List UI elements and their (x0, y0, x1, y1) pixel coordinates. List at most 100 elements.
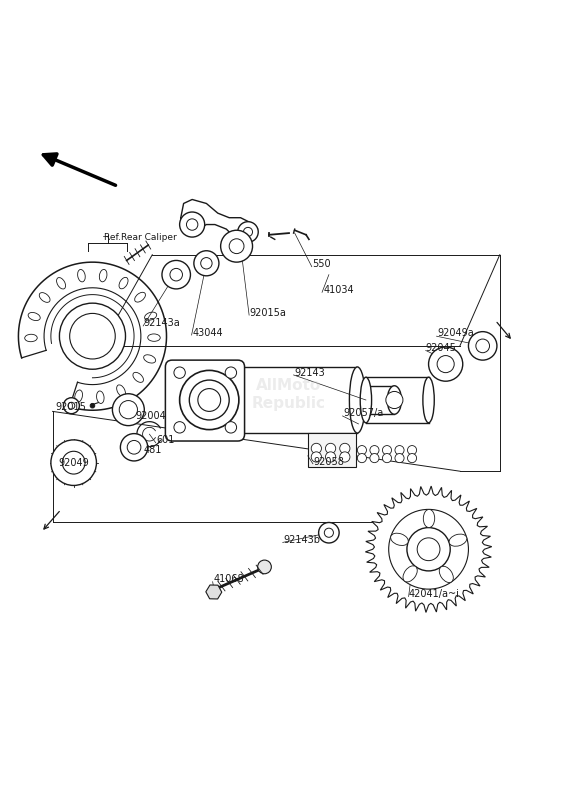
Circle shape (60, 303, 125, 370)
Circle shape (340, 452, 350, 462)
Text: 92015: 92015 (55, 402, 86, 413)
Ellipse shape (77, 270, 85, 282)
Circle shape (119, 401, 138, 418)
Ellipse shape (144, 354, 155, 363)
Circle shape (437, 355, 454, 373)
Circle shape (180, 212, 205, 237)
Ellipse shape (439, 566, 453, 582)
Ellipse shape (25, 334, 37, 342)
Text: 43044: 43044 (192, 328, 223, 338)
Circle shape (468, 332, 497, 360)
Text: 92004: 92004 (135, 411, 166, 421)
Bar (308, 433, 356, 467)
Circle shape (370, 454, 379, 462)
Text: 550: 550 (312, 259, 331, 270)
Circle shape (90, 403, 95, 408)
Circle shape (174, 367, 186, 378)
Circle shape (476, 339, 490, 353)
Ellipse shape (148, 334, 160, 342)
Ellipse shape (449, 534, 467, 546)
Circle shape (388, 510, 468, 589)
Text: 481: 481 (144, 445, 162, 454)
Text: 92057/a: 92057/a (343, 408, 383, 418)
Ellipse shape (39, 293, 50, 302)
Circle shape (395, 454, 404, 462)
Circle shape (340, 443, 350, 454)
Text: 92045: 92045 (426, 342, 457, 353)
Circle shape (194, 250, 219, 276)
Circle shape (225, 422, 236, 433)
Circle shape (70, 314, 115, 359)
Circle shape (311, 452, 321, 462)
Circle shape (51, 440, 97, 486)
Ellipse shape (28, 313, 40, 321)
Ellipse shape (391, 533, 408, 546)
Ellipse shape (97, 391, 104, 403)
Circle shape (258, 560, 271, 574)
Text: AllMoto
Republic: AllMoto Republic (252, 378, 326, 410)
Circle shape (325, 452, 336, 462)
Circle shape (311, 443, 321, 454)
Circle shape (383, 454, 391, 462)
Circle shape (190, 380, 229, 420)
Ellipse shape (403, 566, 417, 582)
Circle shape (318, 522, 339, 543)
Circle shape (395, 446, 404, 454)
Text: 92049: 92049 (58, 458, 89, 468)
Circle shape (325, 443, 336, 454)
Ellipse shape (133, 372, 143, 382)
Circle shape (357, 454, 366, 462)
Circle shape (221, 230, 253, 262)
Circle shape (180, 370, 239, 430)
Circle shape (417, 538, 440, 561)
Text: 92049a: 92049a (437, 328, 474, 338)
Ellipse shape (57, 278, 65, 289)
Circle shape (112, 394, 144, 426)
Ellipse shape (387, 386, 402, 414)
Text: 92143a: 92143a (144, 318, 180, 328)
Circle shape (229, 238, 244, 254)
Circle shape (383, 446, 391, 454)
Circle shape (324, 528, 334, 538)
Text: 42041/a~i: 42041/a~i (409, 589, 460, 598)
Circle shape (386, 391, 403, 409)
Circle shape (201, 258, 212, 269)
Circle shape (68, 402, 75, 409)
Ellipse shape (135, 292, 146, 302)
Ellipse shape (423, 510, 435, 528)
Circle shape (407, 446, 417, 454)
Circle shape (162, 261, 190, 289)
Ellipse shape (423, 378, 434, 422)
Circle shape (127, 441, 141, 454)
Circle shape (187, 219, 198, 230)
Circle shape (174, 422, 186, 433)
Circle shape (357, 446, 366, 454)
Ellipse shape (119, 278, 128, 289)
Text: 92143b: 92143b (283, 534, 320, 545)
Polygon shape (365, 486, 492, 613)
Circle shape (428, 347, 463, 382)
Circle shape (62, 451, 85, 474)
Circle shape (407, 528, 450, 571)
Circle shape (407, 454, 417, 462)
Text: 92058: 92058 (313, 457, 344, 466)
Ellipse shape (360, 378, 372, 422)
Text: 41068: 41068 (213, 574, 244, 585)
Ellipse shape (117, 385, 125, 397)
Circle shape (243, 227, 253, 237)
Ellipse shape (144, 312, 157, 320)
Circle shape (225, 367, 236, 378)
Circle shape (238, 222, 258, 242)
Ellipse shape (99, 270, 107, 282)
Ellipse shape (349, 367, 365, 433)
Circle shape (170, 269, 183, 281)
FancyBboxPatch shape (165, 360, 244, 441)
Text: 92015a: 92015a (249, 308, 286, 318)
Circle shape (198, 389, 221, 411)
Ellipse shape (75, 390, 83, 402)
Text: 92143: 92143 (295, 368, 325, 378)
Circle shape (120, 434, 148, 461)
Text: Ref.Rear Caliper: Ref.Rear Caliper (104, 233, 177, 242)
Circle shape (64, 398, 79, 414)
Text: 601: 601 (157, 435, 175, 445)
